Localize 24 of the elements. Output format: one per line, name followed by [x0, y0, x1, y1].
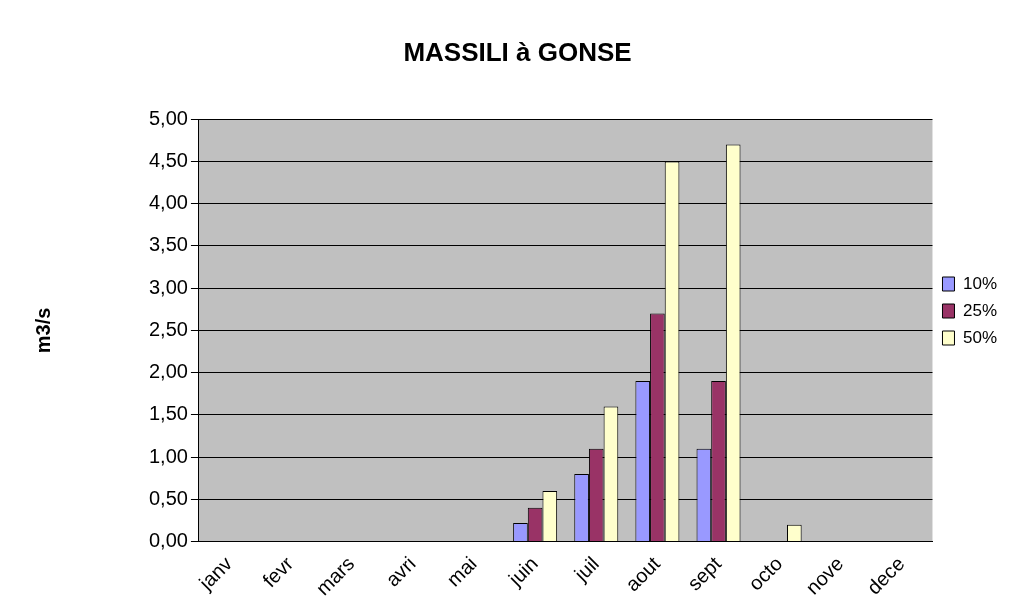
x-tick-label: avri — [381, 552, 420, 591]
y-tick-label: 4,50 — [148, 148, 188, 171]
y-axis-title: m3/s — [31, 307, 54, 354]
x-tick-label: mai — [442, 552, 481, 591]
x-tick-label: juil — [569, 552, 603, 586]
x-tick-label: juin — [503, 552, 542, 591]
y-tick-label: 1,50 — [148, 402, 188, 425]
y-tick-label: 3,00 — [148, 275, 188, 298]
chart-title: MASSILI à GONSE — [403, 36, 632, 67]
y-tick-label: 2,50 — [148, 317, 188, 340]
y-tick-label: 3,50 — [148, 233, 188, 256]
x-tick-label: aout — [621, 551, 665, 596]
y-tick-label: 0,00 — [148, 529, 188, 552]
x-tick-label: sept — [682, 551, 726, 595]
legend-label: 10% — [962, 273, 998, 293]
x-tick-label: fevr — [258, 552, 298, 592]
y-tick-label: 2,00 — [148, 360, 188, 383]
y-tick-label: 1,00 — [148, 444, 188, 467]
legend-label: 50% — [962, 327, 998, 347]
y-tick-label: 0,50 — [148, 486, 188, 509]
legend-label: 25% — [962, 300, 998, 320]
y-tick-label: 5,00 — [148, 106, 188, 129]
x-tick-label: octo — [744, 552, 787, 595]
y-tick-label: 4,00 — [148, 191, 188, 214]
